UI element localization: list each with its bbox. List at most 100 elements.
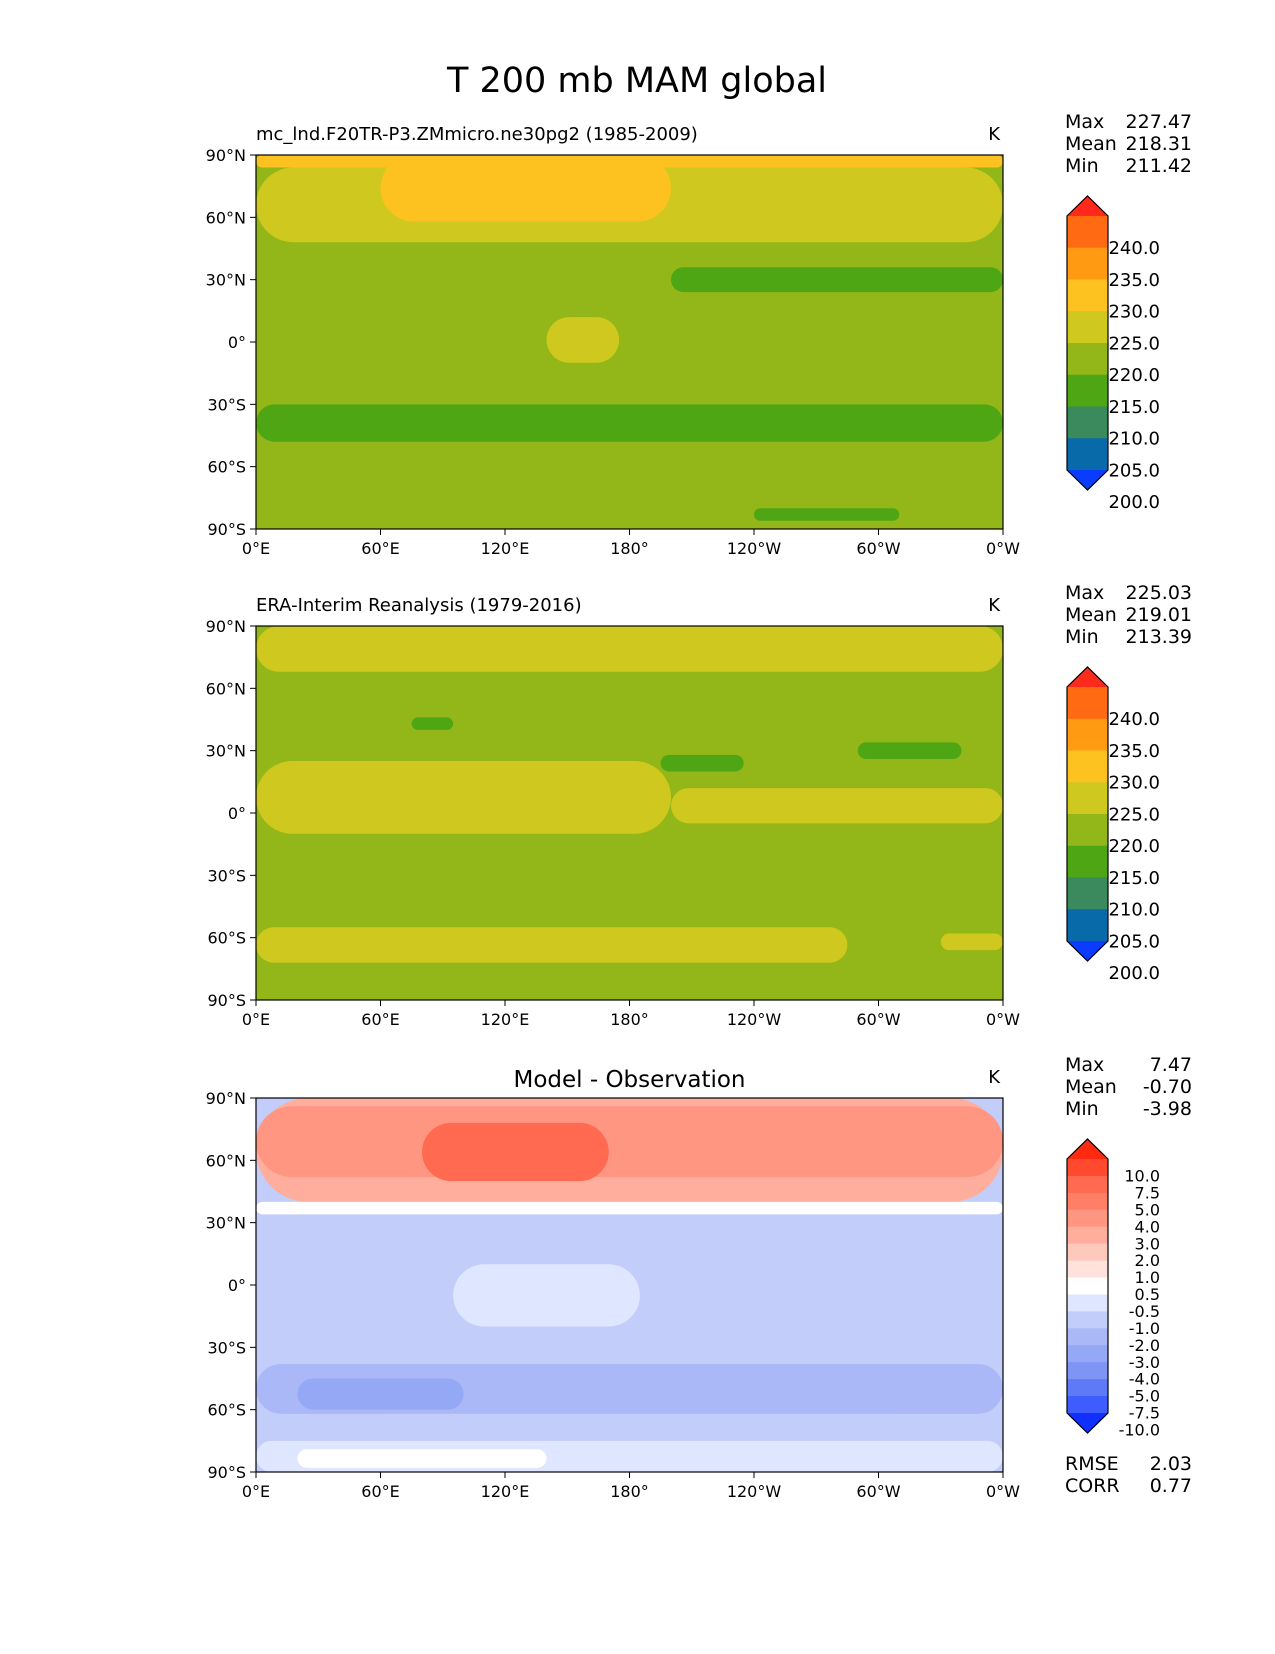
colorbar-label: 235.0 — [1108, 270, 1160, 291]
map-area — [256, 1098, 1003, 1472]
x-tick-label: 0°W — [986, 539, 1020, 558]
colorbar-segment — [1067, 1159, 1108, 1177]
colorbar: 10.07.55.04.03.02.01.00.5-0.5-1.0-2.0-3.… — [1066, 1138, 1160, 1440]
colorbar-label: 1.0 — [1135, 1268, 1160, 1287]
figure-title: T 200 mb MAM global — [446, 61, 827, 101]
contour-region — [256, 1201, 1003, 1215]
contour-region — [422, 1122, 609, 1182]
y-tick-label: 30°N — [206, 271, 246, 290]
colorbar-label: -4.0 — [1129, 1370, 1160, 1389]
contour-region — [256, 155, 1003, 168]
panel-title: ERA-Interim Reanalysis (1979-2016) — [256, 595, 582, 616]
contour-region — [857, 742, 962, 759]
colorbar: 240.0 235.0 230.0 225.0 220.0 215.0 210.0 205.0… — [1066, 195, 1160, 513]
colorbar-label: 205.0 — [1108, 931, 1160, 952]
x-tick-label: 0°E — [242, 539, 270, 558]
colorbar-segment — [1067, 1345, 1108, 1363]
y-tick-label: 90°N — [206, 146, 246, 165]
x-tick-label: 120°W — [727, 1010, 782, 1029]
x-tick-label: 180° — [610, 539, 649, 558]
y-tick-label: 90°S — [207, 991, 246, 1010]
contour-region — [297, 1378, 464, 1410]
contour-region — [256, 626, 1003, 672]
y-tick-label: 30°N — [206, 1214, 246, 1233]
stat-corr-label: CORR — [1065, 1475, 1120, 1497]
colorbar-outline — [1066, 1138, 1109, 1434]
x-tick-label: 180° — [610, 1010, 649, 1029]
colorbar-label: 240.0 — [1108, 709, 1160, 730]
x-tick-label: 120°E — [481, 539, 530, 558]
stat-max-label: Max — [1065, 582, 1104, 604]
stat-min-label: Min — [1065, 626, 1099, 648]
y-tick-label: 60°N — [206, 1151, 246, 1170]
colorbar-segment — [1067, 1192, 1108, 1211]
colorbar-label: 210.0 — [1108, 900, 1160, 921]
y-tick-label: 30°S — [207, 866, 246, 885]
y-tick-label: 90°N — [206, 1089, 246, 1108]
stat-mean-value: 218.31 — [1126, 133, 1192, 155]
stat-max-label: Max — [1065, 1054, 1104, 1076]
colorbar-label: -0.5 — [1129, 1302, 1160, 1321]
y-tick-label: 30°S — [207, 395, 246, 414]
colorbar-label: 7.5 — [1135, 1183, 1160, 1202]
colorbar-segment — [1067, 1379, 1108, 1397]
stat-mean-value: -0.70 — [1143, 1076, 1192, 1098]
contour-region — [380, 155, 671, 222]
x-tick-label: 60°E — [361, 1482, 399, 1501]
colorbar-segment — [1067, 343, 1108, 376]
x-tick-label: 120°E — [481, 1010, 530, 1029]
colorbar-label: 225.0 — [1108, 333, 1160, 354]
y-tick-label: 0° — [228, 333, 246, 352]
colorbar-top-extension — [1067, 1139, 1108, 1159]
colorbar-label: 0.5 — [1135, 1285, 1160, 1304]
stat-max-value: 225.03 — [1126, 582, 1192, 604]
colorbar-segment — [1067, 311, 1108, 344]
colorbar-segment — [1067, 1311, 1108, 1329]
x-tick-label: 120°W — [727, 539, 782, 558]
contour-region — [256, 761, 671, 834]
stat-min-value: 213.39 — [1126, 626, 1192, 648]
colorbar-label: 220.0 — [1108, 365, 1160, 386]
colorbar-segment — [1067, 247, 1108, 280]
colorbar-label: 210.0 — [1108, 429, 1160, 450]
stat-min-value: -3.98 — [1143, 1098, 1192, 1120]
colorbar-segment — [1067, 845, 1108, 878]
colorbar-label: 3.0 — [1135, 1234, 1160, 1253]
colorbar-label: 225.0 — [1108, 804, 1160, 825]
colorbar-segment — [1067, 1328, 1108, 1346]
panel-title: Model - Observation — [513, 1067, 745, 1093]
x-tick-label: 120°W — [727, 1482, 782, 1501]
colorbar-label: -3.0 — [1129, 1353, 1160, 1372]
contour-region — [660, 754, 744, 772]
y-tick-label: 60°S — [207, 929, 246, 948]
colorbar-segment — [1067, 216, 1108, 249]
colorbar-segment — [1067, 750, 1108, 783]
colorbar-segment — [1067, 279, 1108, 312]
colorbar-label: 4.0 — [1135, 1217, 1160, 1236]
y-tick-label: 30°N — [206, 742, 246, 761]
colorbar-segment — [1067, 687, 1108, 720]
colorbar-label: 5.0 — [1135, 1200, 1160, 1219]
colorbar-label: 235.0 — [1108, 741, 1160, 762]
x-tick-label: 0°E — [242, 1482, 270, 1501]
x-tick-label: 60°E — [361, 1010, 399, 1029]
stat-max-label: Max — [1065, 111, 1104, 133]
colorbar-label: -2.0 — [1129, 1336, 1160, 1355]
contour-region — [671, 267, 1003, 293]
colorbar-bottom-extension — [1067, 470, 1108, 490]
colorbar-segment — [1067, 438, 1108, 471]
colorbar-segment — [1067, 1243, 1108, 1262]
colorbar-label: 230.0 — [1108, 773, 1160, 794]
stat-min-value: 211.42 — [1126, 155, 1192, 177]
y-tick-label: 0° — [228, 1276, 246, 1295]
x-tick-label: 120°E — [481, 1482, 530, 1501]
x-tick-label: 0°W — [986, 1010, 1020, 1029]
stat-mean-label: Mean — [1065, 604, 1117, 626]
colorbar-segment — [1067, 1362, 1108, 1380]
colorbar-segment — [1067, 718, 1108, 751]
colorbar-segment — [1067, 1260, 1108, 1279]
contour-region — [453, 1264, 640, 1327]
colorbar-top-extension — [1067, 196, 1108, 216]
stat-max-value: 227.47 — [1126, 111, 1192, 133]
colorbar-label: 200.0 — [1108, 492, 1160, 513]
